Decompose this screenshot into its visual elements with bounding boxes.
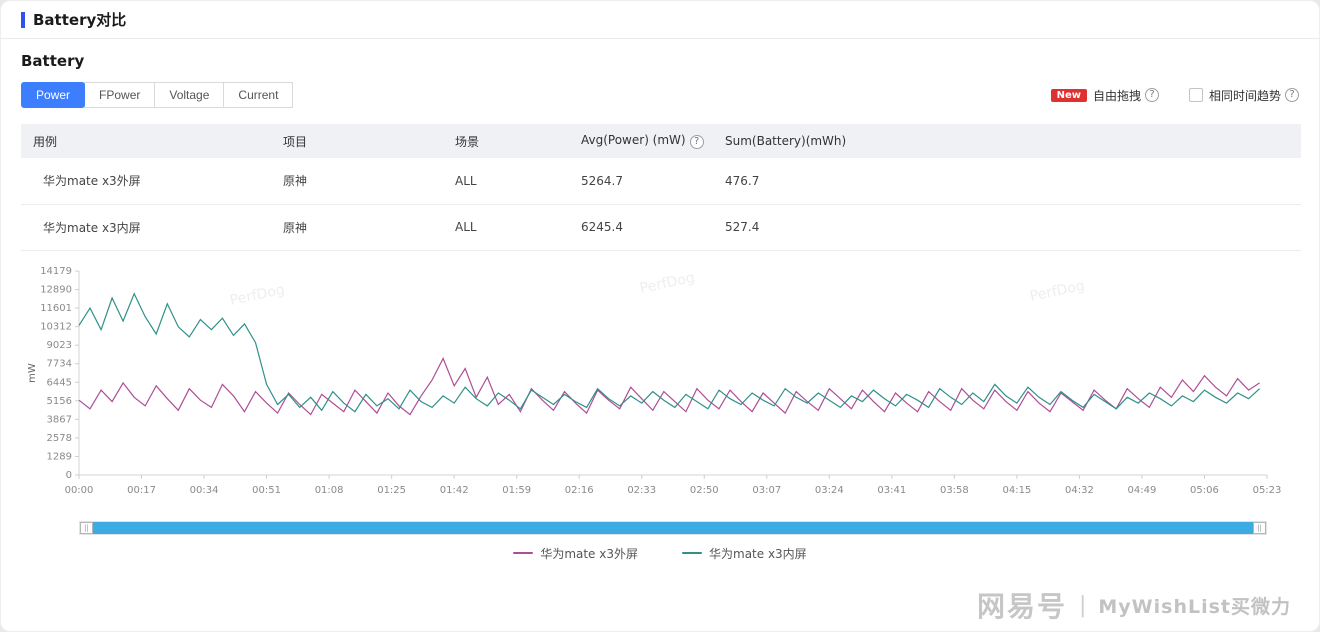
chart-area: PerfDog PerfDog PerfDog 0 1289 2578 3867 5156 64…: [21, 265, 1299, 562]
svg-text:14179: 14179: [40, 266, 72, 277]
toolbar-right: New 自由拖拽 ? 相同时间趋势 ?: [1050, 87, 1299, 104]
table-header-row: 用例 项目 场景 Avg(Power) (mW)? Sum(Battery)(m…: [21, 124, 1301, 158]
results-table: 用例 项目 场景 Avg(Power) (mW)? Sum(Battery)(m…: [21, 124, 1301, 251]
table-row: 华为mate x3外屏 原神 ALL 5264.7 476.7: [21, 158, 1301, 205]
svg-text:04:49: 04:49: [1128, 485, 1157, 496]
free-drag-label: 自由拖拽: [1092, 88, 1141, 103]
col-header-usecase: 用例: [21, 124, 271, 158]
legend-label: 华为mate x3外屏: [540, 546, 638, 561]
new-badge: New: [1050, 88, 1087, 102]
svg-text:03:58: 03:58: [940, 485, 969, 496]
tab-current[interactable]: Current: [223, 82, 294, 108]
cell-avg-power: 6245.4: [569, 204, 713, 251]
slider-handle-right-icon[interactable]: ||: [1253, 521, 1266, 534]
svg-text:5156: 5156: [47, 395, 72, 406]
cell-sum-battery: 527.4: [713, 204, 913, 251]
col-header-scene: 场景: [443, 124, 569, 158]
page-title: Battery对比: [33, 11, 127, 29]
svg-text:01:42: 01:42: [440, 485, 469, 496]
watermark-brand: 网易号: [976, 590, 1067, 623]
col-header-project: 项目: [271, 124, 443, 158]
svg-text:01:08: 01:08: [315, 485, 344, 496]
watermark-divider: |: [1078, 592, 1087, 618]
help-icon[interactable]: ?: [689, 135, 704, 149]
legend-line-swatch: [513, 552, 534, 554]
sync-time-label: 相同时间趋势: [1208, 88, 1281, 103]
svg-text:02:50: 02:50: [690, 485, 719, 496]
svg-text:0: 0: [66, 470, 72, 481]
svg-text:03:24: 03:24: [815, 485, 844, 496]
svg-text:PerfDog: PerfDog: [1029, 277, 1087, 304]
svg-text:12890: 12890: [40, 284, 72, 295]
chart-legend: 华为mate x3外屏 华为mate x3内屏: [21, 545, 1299, 562]
cell-sum-battery: 476.7: [713, 158, 913, 205]
legend-item-outer-screen[interactable]: 华为mate x3外屏: [513, 545, 638, 562]
site-watermark: 网易号 | MyWishList买微力: [977, 585, 1291, 625]
svg-text:03:07: 03:07: [752, 485, 781, 496]
svg-text:PerfDog: PerfDog: [229, 281, 287, 308]
col-header-sum-battery: Sum(Battery)(mWh): [713, 124, 913, 158]
svg-text:02:33: 02:33: [627, 485, 656, 496]
svg-text:03:41: 03:41: [877, 485, 906, 496]
svg-text:1289: 1289: [47, 451, 72, 462]
svg-text:00:00: 00:00: [65, 485, 94, 496]
toolbar: Power FPower Voltage Current New 自由拖拽 ? …: [21, 82, 1299, 108]
svg-text:11601: 11601: [40, 303, 72, 314]
cell-scene: ALL: [443, 204, 569, 251]
slider-handle-left-icon[interactable]: ||: [80, 521, 93, 534]
svg-text:PerfDog: PerfDog: [639, 269, 697, 296]
help-icon[interactable]: ?: [1144, 88, 1159, 102]
svg-text:05:23: 05:23: [1253, 485, 1281, 496]
svg-text:6445: 6445: [47, 377, 72, 388]
col-header-avg-power: Avg(Power) (mW)?: [569, 124, 713, 158]
metric-tabs: Power FPower Voltage Current: [21, 82, 294, 108]
cell-project: 原神: [271, 158, 443, 205]
svg-text:3867: 3867: [47, 414, 72, 425]
cell-avg-power: 5264.7: [569, 158, 713, 205]
svg-text:04:15: 04:15: [1002, 485, 1031, 496]
help-icon[interactable]: ?: [1285, 88, 1299, 102]
svg-text:2578: 2578: [47, 432, 72, 443]
watermark-text: MyWishList买微力: [1098, 595, 1291, 618]
svg-text:mW: mW: [27, 363, 38, 383]
legend-line-swatch: [682, 552, 702, 554]
legend-label: 华为mate x3内屏: [709, 546, 807, 561]
svg-text:7734: 7734: [47, 358, 72, 369]
svg-text:05:06: 05:06: [1190, 485, 1219, 496]
svg-text:9023: 9023: [47, 340, 72, 351]
tab-fpower[interactable]: FPower: [84, 82, 156, 108]
cell-usecase: 华为mate x3内屏: [21, 204, 271, 251]
datazoom-slider[interactable]: || ||: [79, 520, 1267, 535]
svg-text:04:32: 04:32: [1065, 485, 1094, 496]
cell-project: 原神: [271, 204, 443, 251]
sync-time-checkbox[interactable]: [1188, 88, 1203, 102]
tab-voltage[interactable]: Voltage: [154, 82, 225, 108]
cell-usecase: 华为mate x3外屏: [21, 158, 271, 205]
title-accent-bar: [21, 11, 25, 28]
svg-text:01:25: 01:25: [377, 485, 406, 496]
section-title: Battery: [21, 52, 85, 70]
svg-text:00:17: 00:17: [127, 485, 156, 496]
datazoom-window[interactable]: [93, 521, 1253, 534]
power-chart[interactable]: PerfDog PerfDog PerfDog 0 1289 2578 3867 5156 64…: [21, 265, 1281, 517]
page-header: Battery对比: [1, 1, 1319, 39]
svg-text:00:51: 00:51: [252, 485, 281, 496]
tab-power[interactable]: Power: [21, 82, 86, 108]
legend-item-inner-screen[interactable]: 华为mate x3内屏: [682, 545, 807, 562]
svg-text:00:34: 00:34: [190, 485, 219, 496]
table-row: 华为mate x3内屏 原神 ALL 6245.4 527.4: [21, 204, 1301, 251]
svg-text:10312: 10312: [40, 321, 72, 332]
svg-text:02:16: 02:16: [565, 485, 594, 496]
cell-scene: ALL: [443, 158, 569, 205]
svg-text:01:59: 01:59: [502, 485, 531, 496]
